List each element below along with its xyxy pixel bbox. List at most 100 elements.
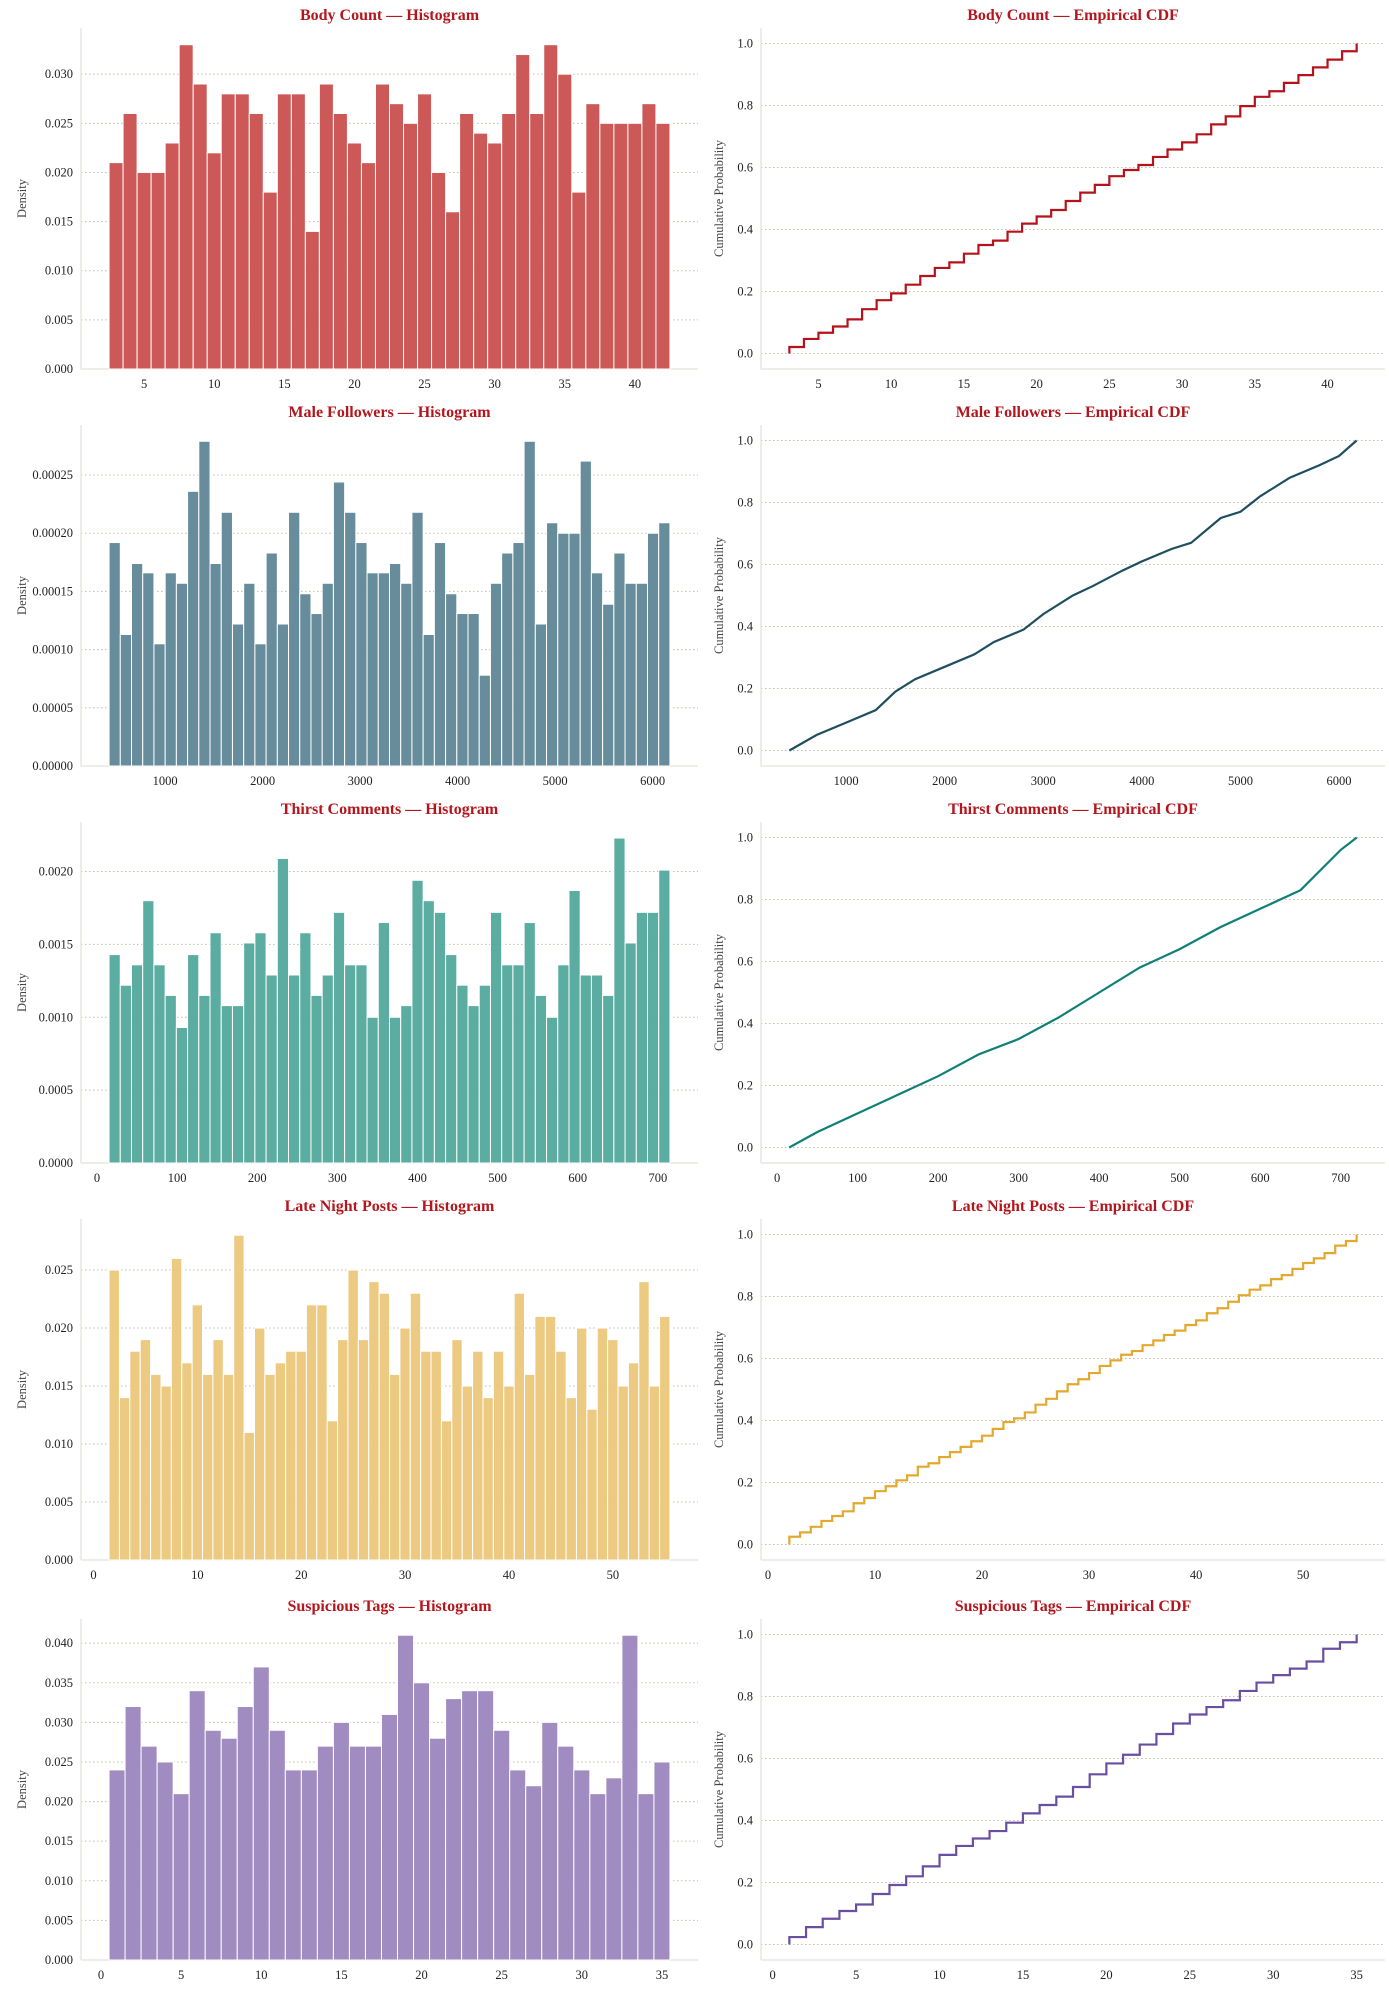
histogram-bar [445, 593, 458, 767]
histogram-bar [573, 1769, 591, 1961]
x-tick-label: 5 [141, 377, 147, 391]
histogram-bar [124, 1706, 142, 1961]
x-tick-label: 0 [774, 1171, 780, 1185]
chart-title: Thirst Comments — Empirical CDF [948, 801, 1198, 818]
y-tick-label: 0.6 [737, 558, 753, 572]
histogram-bar [431, 171, 447, 370]
histogram-bar [299, 932, 312, 1164]
panel-late-night-posts-histogram: Late Night Posts — Histogram 0.000 0.005 0.… [15, 1198, 698, 1582]
y-tick-label: 0.005 [45, 313, 73, 327]
panel-body-count-histogram: Body Count — Histogram 0.000 0.005 0.010 0.0… [15, 7, 698, 391]
y-tick-label: 0.010 [45, 264, 73, 278]
histogram-bar [461, 1385, 474, 1561]
y-axis-label: Density [15, 972, 29, 1012]
chart-title: Thirst Comments — Histogram [281, 801, 499, 818]
histogram-bar [142, 900, 155, 1164]
histogram-bar [290, 93, 306, 370]
y-axis-label: Density [15, 575, 29, 615]
y-tick-label: 0.00015 [32, 584, 73, 598]
y-tick-label: 0.0 [737, 744, 753, 758]
y-tick-label: 0.010 [45, 1437, 73, 1451]
ecdf-line [788, 1634, 1358, 1945]
histogram-bar [156, 1761, 174, 1961]
y-tick-label: 1.0 [737, 831, 753, 845]
histogram-bar [254, 643, 267, 767]
x-tick-label: 40 [1190, 1568, 1203, 1582]
x-tick-label: 500 [488, 1171, 507, 1185]
histogram-bar [231, 623, 245, 767]
histogram-bar [220, 1005, 233, 1164]
x-tick-label: 5 [178, 1968, 184, 1982]
histogram-bar [515, 54, 531, 370]
histogram-bar [220, 511, 233, 767]
x-tick-label: 2000 [250, 774, 275, 788]
histogram-bar [295, 1350, 307, 1561]
x-tick-label: 20 [415, 1968, 428, 1982]
x-tick-label: 100 [848, 1171, 867, 1185]
histogram-bar [248, 112, 264, 370]
y-tick-label: 0.000 [45, 362, 73, 376]
histogram-bar [501, 552, 514, 767]
histogram-bar [589, 1793, 607, 1961]
histogram-bar [108, 1769, 126, 1961]
histogram-bar [459, 112, 475, 370]
histogram-bar [209, 932, 222, 1164]
y-tick-label: 1.0 [737, 434, 753, 448]
histogram-bar [413, 1682, 431, 1961]
histogram-bar [332, 112, 348, 370]
histogram-bar [541, 1721, 559, 1961]
histogram-bar [557, 1745, 575, 1961]
x-tick-label: 40 [503, 1568, 516, 1582]
histogram-bar [220, 1737, 238, 1961]
x-tick-label: 50 [607, 1568, 620, 1582]
histogram-bar [565, 1397, 577, 1561]
x-tick-label: 0 [770, 1968, 776, 1982]
histogram-bar [355, 964, 368, 1164]
histogram-bar [378, 1292, 390, 1561]
histogram-bar [467, 613, 480, 767]
histogram-bar [380, 1713, 399, 1961]
panel-thirst-comments-histogram: Thirst Comments — Histogram 0.0000 0.0005 0… [15, 801, 698, 1185]
histogram-bar [543, 44, 559, 370]
y-tick-label: 0.010 [45, 1874, 73, 1888]
y-tick-label: 1.0 [737, 37, 753, 51]
histogram-bar [377, 922, 391, 1164]
histogram-bar [357, 1339, 370, 1561]
histogram-bar [108, 1269, 120, 1561]
histogram-bar [557, 73, 573, 370]
x-tick-label: 15 [335, 1968, 348, 1982]
histogram-bar [489, 911, 503, 1164]
histogram-bar [346, 142, 362, 370]
histogram-bar [635, 911, 649, 1164]
y-tick-label: 0.000 [45, 1953, 73, 1967]
histogram-bar [658, 522, 671, 767]
histogram-bar [188, 1690, 206, 1961]
histogram-bar [524, 1373, 536, 1561]
histogram-bar [607, 1339, 619, 1561]
x-tick-label: 400 [1090, 1171, 1109, 1185]
x-tick-label: 10 [255, 1968, 268, 1982]
histogram-bar [348, 1745, 366, 1961]
histogram-bar [467, 1005, 480, 1164]
histogram-bar [142, 572, 155, 767]
x-tick-label: 25 [418, 377, 431, 391]
histogram-bar [473, 132, 489, 370]
y-tick-label: 1.0 [737, 1628, 753, 1642]
chart-title: Suspicious Tags — Empirical CDF [955, 1598, 1192, 1615]
y-tick-label: 0.0010 [39, 1010, 73, 1024]
histogram-bar [139, 1339, 152, 1561]
histogram-bar [347, 1269, 359, 1561]
x-tick-label: 1000 [153, 774, 178, 788]
histogram-bar [187, 490, 200, 767]
histogram-bar [265, 552, 278, 767]
histogram-bar [590, 974, 604, 1164]
histogram-bar [445, 211, 461, 370]
histogram-bar [172, 1793, 190, 1961]
histogram-bar [605, 1777, 623, 1961]
histogram-bar [411, 879, 424, 1164]
histogram-bar [546, 522, 559, 767]
histogram-bar [253, 1327, 266, 1561]
histogram-bar [122, 112, 138, 370]
histogram-bar [440, 1420, 453, 1561]
y-tick-label: 0.005 [45, 1495, 73, 1509]
